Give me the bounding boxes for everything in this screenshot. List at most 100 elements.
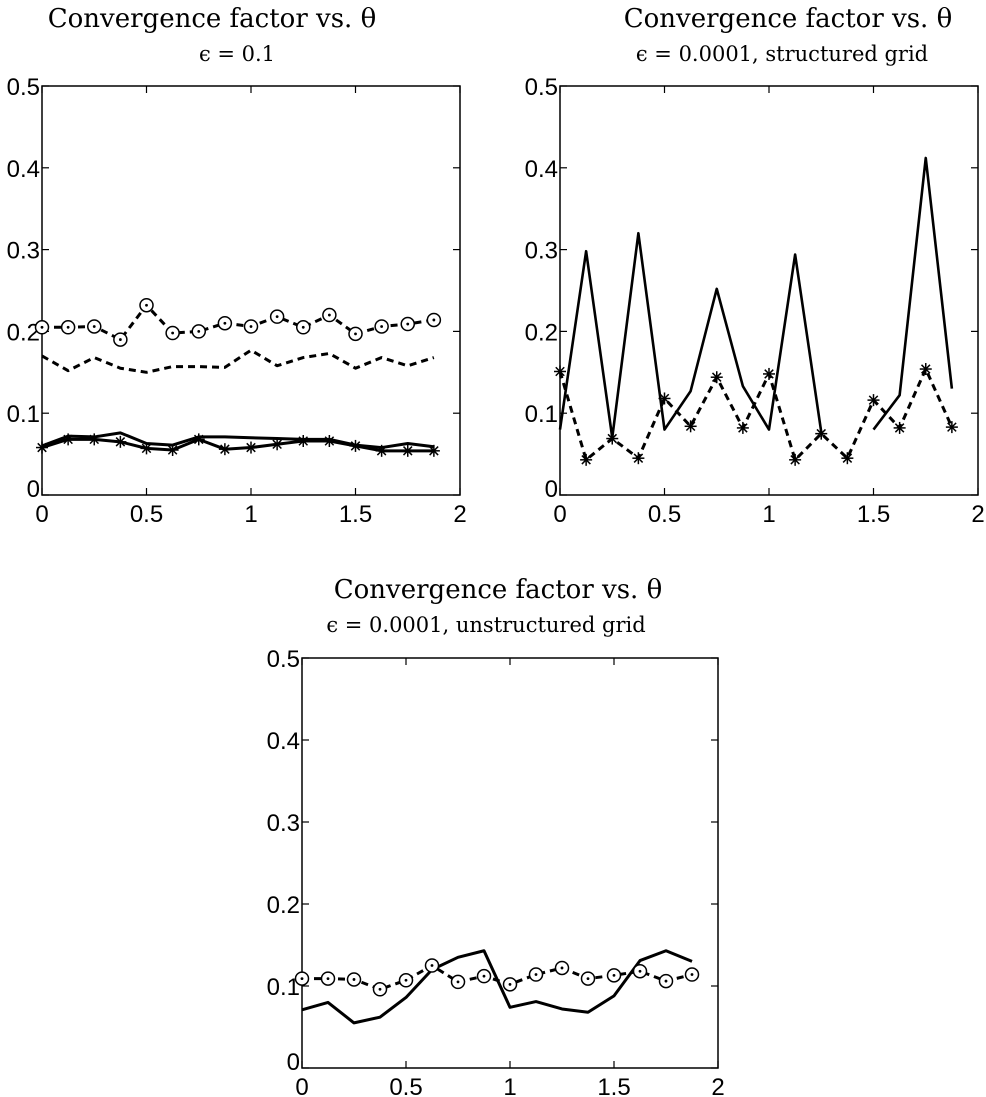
- x-tick-label: 0.5: [648, 501, 681, 528]
- data-point-circle: [320, 971, 336, 986]
- data-point-star: [114, 435, 127, 448]
- chart-subtitle-2: ϵ = 0.0001, structured grid: [636, 42, 928, 66]
- data-point-star: [893, 421, 906, 434]
- data-point-circle: [296, 320, 311, 335]
- data-point-star: [166, 444, 179, 457]
- chart-panel-eps-0-0001-structured: Convergence factor vs. θ ϵ = 0.0001, str…: [525, 4, 985, 528]
- data-point-star: [88, 433, 101, 446]
- chart-series-group-1: [34, 297, 442, 457]
- x-tick-label: 1.5: [597, 1074, 630, 1097]
- y-tick-label: 0.1: [267, 974, 300, 1001]
- data-point-star: [140, 442, 153, 455]
- chart-title-2: Convergence factor vs. θ: [624, 4, 952, 34]
- chart-subtitle-3: ϵ = 0.0001, unstructured grid: [326, 613, 645, 637]
- data-point-star: [36, 441, 48, 454]
- chart-title-1: Convergence factor vs. θ: [48, 4, 376, 34]
- x-tick-label: 1: [244, 501, 257, 528]
- data-point-star: [815, 427, 828, 440]
- data-point-circle: [348, 326, 363, 342]
- chart-series-group-2: [554, 156, 958, 466]
- data-point-circle: [269, 309, 285, 324]
- y-tick-label: 0.5: [525, 74, 558, 101]
- x-tick-label: 2: [453, 501, 466, 528]
- data-point-star: [710, 371, 723, 384]
- data-point-circle: [632, 963, 648, 979]
- data-point-star: [297, 435, 310, 448]
- chart-panel-eps-0-0001-unstructured: Convergence factor vs. θ ϵ = 0.0001, uns…: [267, 575, 725, 1097]
- x-tick-label: 0: [295, 1074, 308, 1097]
- data-point-star: [271, 438, 284, 451]
- y-tick-label: 0.4: [7, 156, 40, 183]
- y-tick-label: 0.4: [267, 728, 300, 755]
- data-point-circle: [426, 312, 442, 328]
- plot-frame: [559, 85, 979, 496]
- data-point-star: [245, 441, 257, 454]
- plot-frame: [41, 85, 461, 496]
- series-line-2: [41, 348, 435, 374]
- y-tick-label: 0: [287, 1049, 300, 1076]
- data-point-star: [763, 367, 775, 380]
- data-point-circle: [87, 319, 102, 334]
- x-tick-label: 0: [553, 501, 566, 528]
- series-line-3: [41, 431, 435, 450]
- data-point-star: [945, 421, 958, 434]
- data-point-star: [658, 392, 671, 405]
- data-point-star: [684, 420, 697, 433]
- data-point-star: [580, 453, 593, 466]
- series-line-2: [302, 964, 693, 991]
- chart-panel-eps-0-1: Convergence factor vs. θ ϵ = 0.1 0 0.5 1 1.…: [7, 4, 467, 528]
- x-tick-label: 1: [503, 1074, 516, 1097]
- data-point-star: [375, 444, 388, 457]
- data-point-circle: [374, 319, 389, 334]
- data-point-star: [841, 452, 854, 465]
- data-point-circle: [372, 982, 388, 997]
- data-point-circle: [424, 958, 440, 973]
- data-point-circle: [606, 968, 622, 983]
- data-point-circle: [217, 315, 233, 331]
- data-point-star: [919, 363, 932, 376]
- data-point-star: [736, 421, 749, 434]
- chart-title-3: Convergence factor vs. θ: [334, 575, 662, 605]
- chart-axes-3: 0 0.5 1 1.5 2 0 0.1 0.2 0.3 0.4 0.5: [267, 646, 725, 1097]
- data-point-circle: [554, 960, 570, 976]
- data-point-circle: [684, 967, 700, 982]
- data-point-circle: [165, 325, 180, 341]
- series-line-1: [42, 303, 435, 342]
- data-point-circle: [400, 316, 415, 332]
- series-line-1: [558, 231, 823, 440]
- data-point-circle: [243, 319, 259, 334]
- y-tick-label: 0.1: [7, 401, 40, 428]
- data-point-circle: [658, 973, 674, 989]
- y-tick-label: 0.3: [7, 238, 40, 265]
- data-point-star: [632, 452, 645, 465]
- y-tick-label: 0.3: [267, 810, 300, 837]
- x-tick-label: 1: [762, 501, 775, 528]
- y-tick-label: 0.5: [7, 74, 40, 101]
- data-point-star: [867, 394, 880, 407]
- data-point-star: [427, 444, 440, 457]
- data-point-star: [323, 435, 336, 448]
- chart-axes-1: 0 0.5 1 1.5 2 0 0.1 0.2 0.3 0.4 0.5: [7, 74, 467, 528]
- data-point-circle: [528, 967, 544, 982]
- y-tick-label: 0: [27, 476, 40, 503]
- y-tick-label: 0.4: [525, 156, 558, 183]
- data-point-star: [62, 433, 75, 446]
- data-point-circle: [476, 968, 492, 984]
- y-tick-label: 0.1: [525, 401, 558, 428]
- series-line-1: [301, 949, 693, 1025]
- chart-axes-2: 0 0.5 1 1.5 2 0 0.1 0.2 0.3 0.4 0.5: [525, 74, 985, 528]
- data-point-star: [192, 433, 205, 446]
- x-tick-label: 0.5: [389, 1074, 422, 1097]
- data-point-circle: [191, 324, 206, 339]
- x-tick-label: 2: [711, 1074, 724, 1097]
- chart-series-group-3: [294, 949, 700, 1025]
- data-point-circle: [346, 972, 362, 987]
- x-tick-label: 0.5: [130, 501, 163, 528]
- data-point-circle: [294, 971, 310, 986]
- y-tick-label: 0.3: [525, 238, 558, 265]
- data-point-star: [349, 439, 362, 452]
- data-point-star: [606, 432, 619, 445]
- data-point-circle: [398, 973, 414, 988]
- data-point-circle: [502, 977, 518, 992]
- data-point-star: [554, 365, 566, 378]
